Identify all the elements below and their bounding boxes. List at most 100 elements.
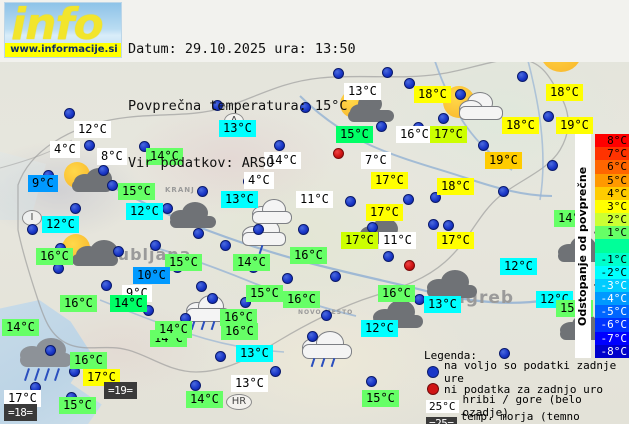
station-dot[interactable] — [298, 224, 309, 235]
station-dot[interactable] — [404, 78, 415, 89]
rain-cloud-icon — [18, 336, 76, 386]
station-dot[interactable] — [382, 67, 393, 78]
temperature-label: 17°C — [4, 390, 41, 407]
station-dot[interactable] — [27, 224, 38, 235]
temperature-label: 16°C — [378, 285, 415, 302]
station-dot[interactable] — [376, 121, 387, 132]
temperature-label: 19°C — [485, 152, 522, 169]
rain-cloud-icon — [300, 328, 354, 370]
station-dot[interactable] — [455, 89, 466, 100]
sea-temperature-label: =19= — [104, 382, 137, 399]
legend-rows: na voljo so podatki zadnje ure ni podatka… — [424, 359, 624, 424]
legend-dot-icon — [427, 366, 439, 378]
temperature-label: 18°C — [502, 117, 539, 134]
station-dot[interactable] — [45, 345, 56, 356]
station-dot[interactable] — [196, 281, 207, 292]
station-dot[interactable] — [84, 140, 95, 151]
station-dot[interactable] — [107, 180, 118, 191]
temperature-label: 16°C — [396, 126, 433, 143]
station-dot[interactable] — [220, 240, 231, 251]
temperature-label: 15°C — [59, 397, 96, 414]
color-scale-step: 8°C — [595, 134, 629, 148]
station-dot[interactable] — [499, 348, 510, 359]
station-dot[interactable] — [333, 68, 344, 79]
station-dot-no-data[interactable] — [333, 148, 344, 159]
station-dot[interactable] — [366, 376, 377, 387]
station-dot[interactable] — [274, 140, 285, 151]
temperature-label: 15°C — [118, 183, 155, 200]
temperature-label: 17°C — [83, 369, 120, 386]
temperature-label: 18°C — [437, 178, 474, 195]
temperature-label: 4°C — [50, 141, 80, 158]
station-dot[interactable] — [282, 273, 293, 284]
color-scale-step: 4°C — [595, 186, 629, 200]
temperature-label: 18°C — [414, 86, 451, 103]
temperature-label: 19°C — [556, 117, 593, 134]
station-dot[interactable] — [150, 240, 161, 251]
temperature-label: 13°C — [424, 296, 461, 313]
station-dot[interactable] — [197, 186, 208, 197]
color-scale-step: 2°C — [595, 213, 629, 227]
station-dot[interactable] — [212, 100, 223, 111]
station-dot[interactable] — [113, 246, 124, 257]
station-dot[interactable] — [300, 102, 311, 113]
temperature-label: 15°C — [165, 254, 202, 271]
station-dot[interactable] — [383, 251, 394, 262]
station-dot[interactable] — [190, 380, 201, 391]
site-logo[interactable]: info www.informacije.si — [4, 2, 122, 58]
station-dot[interactable] — [240, 297, 251, 308]
temperature-label: 16°C — [60, 295, 97, 312]
sea-temperature-label: =18= — [4, 404, 37, 421]
station-dot[interactable] — [517, 71, 528, 82]
temperature-label: 14°C — [264, 152, 301, 169]
station-dot[interactable] — [321, 310, 332, 321]
station-dot[interactable] — [345, 196, 356, 207]
station-dot[interactable] — [193, 228, 204, 239]
temperature-label: 15°C — [362, 390, 399, 407]
station-dot[interactable] — [498, 186, 509, 197]
station-dot[interactable] — [253, 224, 264, 235]
station-dot[interactable] — [70, 203, 81, 214]
station-dot[interactable] — [438, 113, 449, 124]
station-dot[interactable] — [403, 194, 414, 205]
color-scale-step: 5°C — [595, 173, 629, 187]
temperature-label: 7°C — [361, 152, 391, 169]
station-dot[interactable] — [270, 366, 281, 377]
temperature-label: 12°C — [74, 121, 111, 138]
station-dot[interactable] — [430, 192, 441, 203]
station-dot[interactable] — [543, 111, 554, 122]
station-dot[interactable] — [101, 280, 112, 291]
legend-swatch: =25= — [426, 416, 457, 424]
station-dot[interactable] — [98, 165, 109, 176]
logo-url[interactable]: www.informacije.si — [5, 43, 121, 57]
temperature-label: 14°C — [233, 254, 270, 271]
station-dot[interactable] — [215, 351, 226, 362]
temperature-label: 9°C — [28, 175, 58, 192]
temperature-label: 10°C — [133, 267, 170, 284]
temperature-label: 12°C — [500, 258, 537, 275]
logo-wordmark: info — [11, 2, 104, 50]
station-dot[interactable] — [64, 108, 75, 119]
color-scale-step: -1°C — [595, 252, 629, 266]
color-scale-step: -5°C — [595, 305, 629, 319]
temperature-label: 17°C — [371, 172, 408, 189]
station-dot[interactable] — [307, 331, 318, 342]
station-dot[interactable] — [330, 271, 341, 282]
color-scale-step — [595, 239, 629, 253]
temperature-label: 4°C — [244, 172, 274, 189]
color-scale-title: Odstopanje od povprečne temperature: — [575, 134, 605, 358]
station-dot[interactable] — [139, 141, 150, 152]
station-dot[interactable] — [547, 160, 558, 171]
station-dot[interactable] — [428, 219, 439, 230]
color-scale: Odstopanje od povprečne temperature: 8°C… — [575, 134, 629, 358]
header-date-line: Datum: 29.10.2025 ura: 13:50 — [128, 41, 356, 57]
station-dot-no-data[interactable] — [404, 260, 415, 271]
station-dot[interactable] — [478, 140, 489, 151]
legend-title: Legenda: — [424, 349, 477, 362]
temperature-label: 17°C — [341, 232, 378, 249]
station-dot[interactable] — [207, 293, 218, 304]
station-dot[interactable] — [443, 220, 454, 231]
temperature-label: 17°C — [366, 204, 403, 221]
color-scale-step: 7°C — [595, 147, 629, 161]
legend-row-text: hribi / gore (belo ozadje) — [462, 393, 582, 419]
